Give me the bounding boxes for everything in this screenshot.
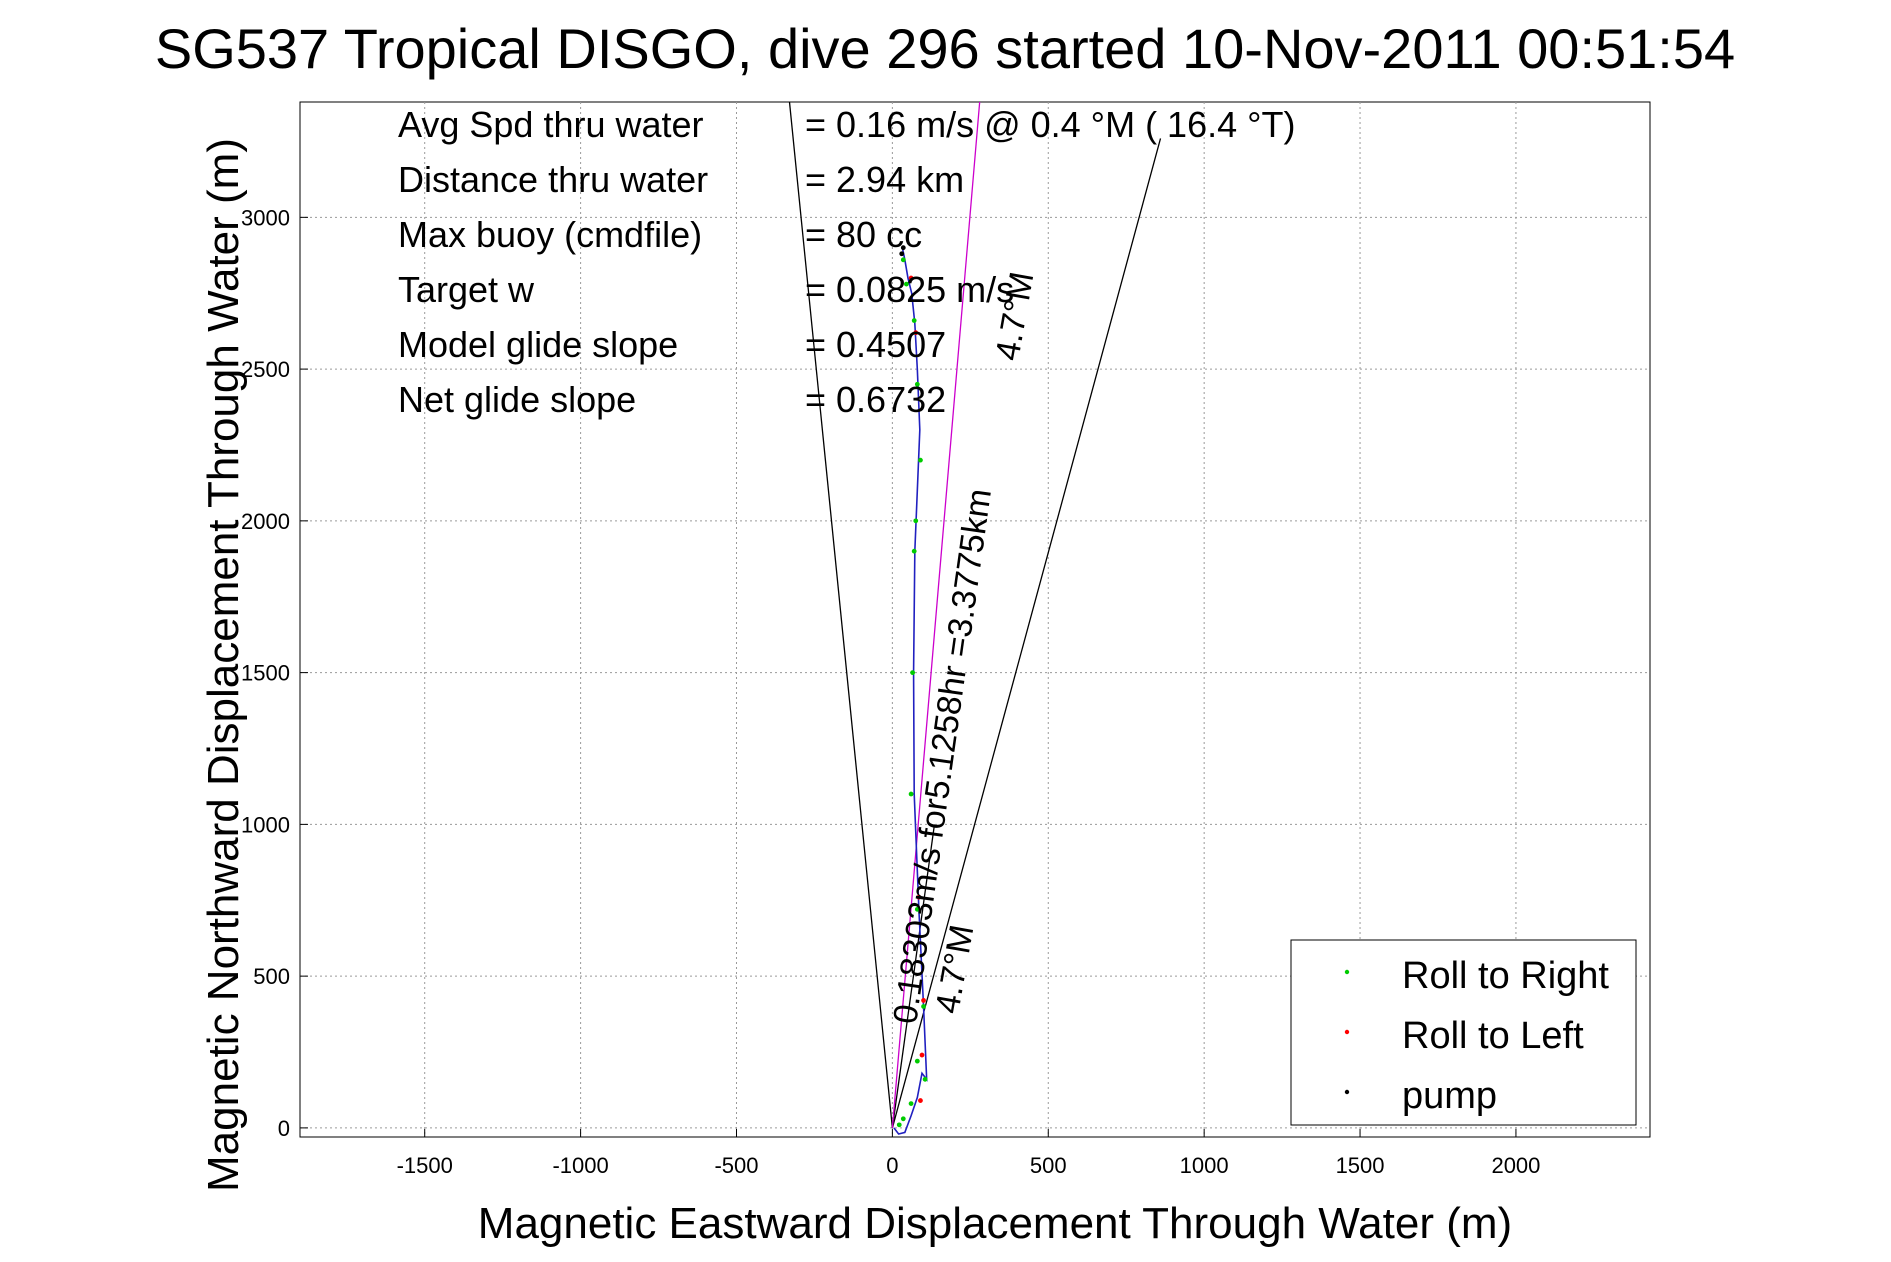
legend-marker: [1344, 1029, 1350, 1035]
legend-marker: [1344, 969, 1350, 975]
legend-label: Roll to Left: [1402, 1015, 1584, 1057]
vector-line: [891, 824, 936, 1128]
point-roll-to-right: [910, 670, 916, 676]
info-label: Target w: [398, 269, 535, 310]
y-tick-label: 1500: [241, 661, 290, 686]
x-tick-label: -1000: [552, 1153, 608, 1178]
y-tick-labels: 0 500 1000 1500 2000 2500 3000: [241, 205, 290, 1141]
point-roll-to-right: [908, 791, 914, 797]
point-roll-to-left: [908, 275, 914, 281]
point-roll-to-left: [916, 894, 922, 900]
x-axis-label: Magnetic Eastward Displacement Through W…: [478, 1199, 1512, 1248]
vector-line: [788, 101, 894, 1128]
y-axis-label: Magnetic Northward Displacement Through …: [199, 138, 248, 1192]
point-roll-to-right: [900, 257, 906, 263]
y-tick-label: 2500: [241, 357, 290, 382]
point-pump: [900, 245, 906, 251]
legend: Roll to Right Roll to Left pump: [1290, 939, 1637, 1126]
y-tick-label: 2000: [241, 509, 290, 534]
point-roll-to-right: [918, 457, 923, 463]
point-roll-to-right: [914, 381, 920, 387]
x-tick-label: 1000: [1180, 1153, 1229, 1178]
point-roll-to-right: [908, 1101, 914, 1107]
point-roll-to-right: [914, 906, 920, 912]
point-roll-to-right: [911, 548, 917, 554]
point-roll-to-left: [918, 1098, 923, 1103]
info-value: = 0.16 m/s @ 0.4 °M ( 16.4 °T): [805, 104, 1296, 145]
info-label: Net glide slope: [398, 379, 636, 420]
info-value: = 80 cc: [805, 214, 922, 255]
y-tick-label: 500: [253, 964, 290, 989]
point-roll-to-right: [914, 1058, 920, 1064]
vectors: [788, 101, 1162, 1129]
y-tick-label: 0: [278, 1116, 290, 1141]
point-roll-to-right: [922, 1076, 928, 1082]
point-roll-to-right: [904, 281, 909, 287]
info-panel: Avg Spd thru water = 0.16 m/s @ 0.4 °M ( …: [398, 104, 1296, 420]
info-label: Max buoy (cmdfile): [398, 214, 702, 255]
points: [896, 245, 928, 1128]
x-tick-label: 2000: [1491, 1153, 1540, 1178]
x-tick-label: -500: [714, 1153, 758, 1178]
point-roll-to-right: [921, 1004, 926, 1009]
info-value: = 0.4507: [805, 324, 946, 365]
vector-line: [891, 138, 1162, 1129]
point-roll-to-left: [921, 998, 926, 1003]
point-roll-to-right: [913, 518, 919, 524]
info-label: Model glide slope: [398, 324, 678, 365]
y-tick-label: 1000: [241, 812, 290, 837]
legend-marker: [1344, 1089, 1350, 1095]
info-label: Distance thru water: [398, 159, 708, 200]
point-roll-to-left: [913, 330, 919, 336]
chart-title: SG537 Tropical DISGO, dive 296 started 1…: [155, 17, 1735, 80]
glider-track: [893, 247, 928, 1135]
point-roll-to-right: [900, 1116, 906, 1122]
info-value: = 0.6732: [805, 379, 946, 420]
x-tick-label: 1500: [1336, 1153, 1385, 1178]
info-value: = 0.0825 m/s: [805, 269, 1014, 310]
point-roll-to-right: [896, 1122, 902, 1128]
legend-label: pump: [1402, 1075, 1497, 1117]
x-tick-label: -1500: [397, 1153, 453, 1178]
point-roll-to-left: [919, 1052, 925, 1058]
y-tick-label: 3000: [241, 205, 290, 230]
x-tick-labels: -1500 -1000 -500 0 500 1000 1500 2000: [397, 1153, 1541, 1178]
info-label: Avg Spd thru water: [398, 104, 704, 145]
plot-frame: [299, 101, 1651, 1138]
point-pump: [899, 251, 905, 257]
legend-label: Roll to Right: [1402, 955, 1609, 997]
x-tick-label: 500: [1030, 1153, 1067, 1178]
track: [893, 247, 928, 1135]
point-roll-to-right: [911, 318, 917, 323]
info-value: = 2.94 km: [805, 159, 964, 200]
x-tick-label: 0: [886, 1153, 898, 1178]
vector-line: [891, 101, 981, 1128]
